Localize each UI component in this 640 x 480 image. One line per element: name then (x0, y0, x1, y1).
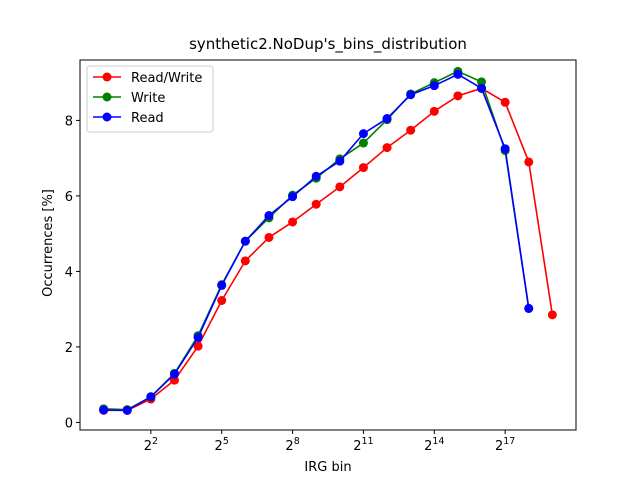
data-point-write (358, 138, 368, 148)
legend: Read/Write Write Read (86, 65, 214, 133)
data-point-read (264, 211, 274, 221)
data-point-read (146, 392, 156, 402)
data-point-read (335, 156, 345, 166)
data-point-read-write (453, 91, 463, 101)
data-point-read-write (406, 125, 416, 135)
data-point-read (240, 236, 250, 246)
y-tick-label: 2 (65, 341, 73, 356)
axes-frame (79, 59, 577, 431)
data-point-read (122, 405, 132, 415)
y-tick-label: 4 (65, 265, 73, 280)
data-point-read (358, 129, 368, 139)
data-point-read (429, 81, 439, 91)
data-point-read (500, 144, 510, 154)
data-point-read (169, 369, 179, 379)
legend-marker-write (102, 92, 112, 102)
data-point-read-write (547, 310, 557, 320)
data-point-read (453, 69, 463, 79)
data-point-read-write (264, 232, 274, 242)
x-tick-label: 28 (285, 436, 299, 454)
x-tick-label: 214 (424, 436, 444, 454)
legend-label-write: Write (131, 91, 165, 106)
legend-label-read-write: Read/Write (131, 71, 202, 86)
x-tick-label: 22 (144, 436, 158, 454)
data-point-read (288, 192, 298, 202)
data-point-read (477, 83, 487, 93)
data-point-read-write (288, 217, 298, 227)
legend-box (86, 65, 214, 133)
x-tick-label: 25 (215, 436, 229, 454)
data-point-read-write (524, 157, 534, 167)
data-point-read-write (193, 341, 203, 351)
legend-marker-read (102, 112, 112, 122)
data-point-read (193, 333, 203, 342)
y-tick-label: 0 (65, 416, 73, 431)
data-point-read-write (382, 143, 392, 153)
data-point-read-write (358, 163, 368, 173)
data-point-write (477, 77, 487, 87)
data-point-read-write (217, 296, 227, 305)
data-point-read (311, 171, 321, 181)
data-point-read-write (335, 182, 345, 192)
x-tick-label: 211 (353, 436, 373, 454)
legend-marker-read-write (102, 72, 112, 82)
x-axis-label: IRG bin (304, 460, 351, 475)
y-tick-label: 6 (65, 190, 73, 205)
data-point-read-write (429, 106, 439, 116)
chart-title: synthetic2.NoDup's_bins_distribution (189, 35, 467, 54)
x-tick-label: 217 (495, 436, 515, 454)
data-point-read-write (500, 97, 510, 107)
plot-area: 0 2 4 6 8 22 25 28 211 214 217 (65, 59, 577, 454)
data-point-read (524, 303, 534, 313)
data-point-read (99, 405, 109, 415)
data-point-read (217, 280, 227, 290)
data-point-read-write (240, 256, 250, 266)
data-point-read-write (311, 199, 321, 209)
data-point-read (406, 90, 416, 100)
data-point-read (382, 114, 392, 124)
y-tick-label: 8 (65, 114, 73, 129)
legend-label-read: Read (131, 111, 164, 126)
y-axis-label: Occurrences [%] (41, 189, 56, 297)
